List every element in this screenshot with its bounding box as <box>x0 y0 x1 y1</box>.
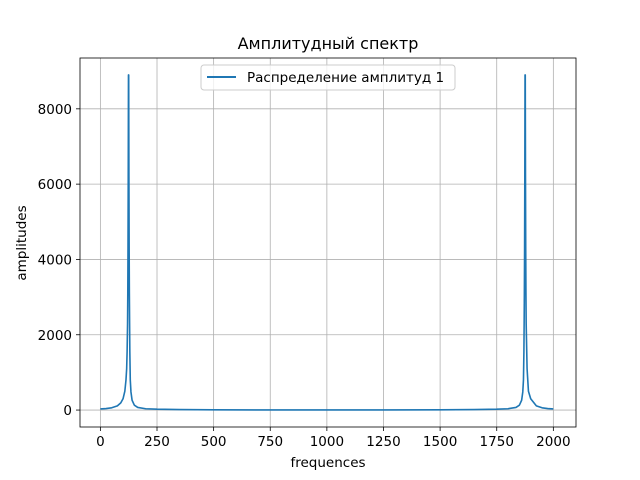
x-tick-label: 750 <box>257 434 283 450</box>
x-tick-label: 0 <box>96 434 105 450</box>
y-axis-label: amplitudes <box>14 205 30 280</box>
series-line-1 <box>100 74 554 411</box>
y-tick-label: 8000 <box>38 102 72 118</box>
y-tick-label: 2000 <box>38 328 72 344</box>
y-tick-label: 4000 <box>38 252 72 268</box>
y-tick-label: 0 <box>63 403 72 419</box>
ticks: 0 250 500 750 1000 1250 1500 1750 2000 0 2000 4000 6… <box>38 102 571 450</box>
legend-box <box>200 64 456 91</box>
x-tick-label: 1250 <box>366 434 400 450</box>
x-tick-label: 500 <box>201 434 227 450</box>
legend-label: Распределение амплитуд 1 <box>247 70 444 86</box>
series-layer <box>100 74 554 411</box>
legend: Распределение амплитуд 1 <box>200 64 456 91</box>
x-tick-label: 1000 <box>310 434 344 450</box>
x-tick-label: 2000 <box>536 434 570 450</box>
plot-frame <box>79 57 577 428</box>
x-tick-label: 1500 <box>423 434 457 450</box>
chart-title: Амплитудный спектр <box>238 34 419 53</box>
x-tick-label: 1750 <box>480 434 514 450</box>
x-axis-label: frequences <box>290 455 365 471</box>
y-tick-label: 6000 <box>38 177 72 193</box>
x-tick-label: 250 <box>144 434 170 450</box>
